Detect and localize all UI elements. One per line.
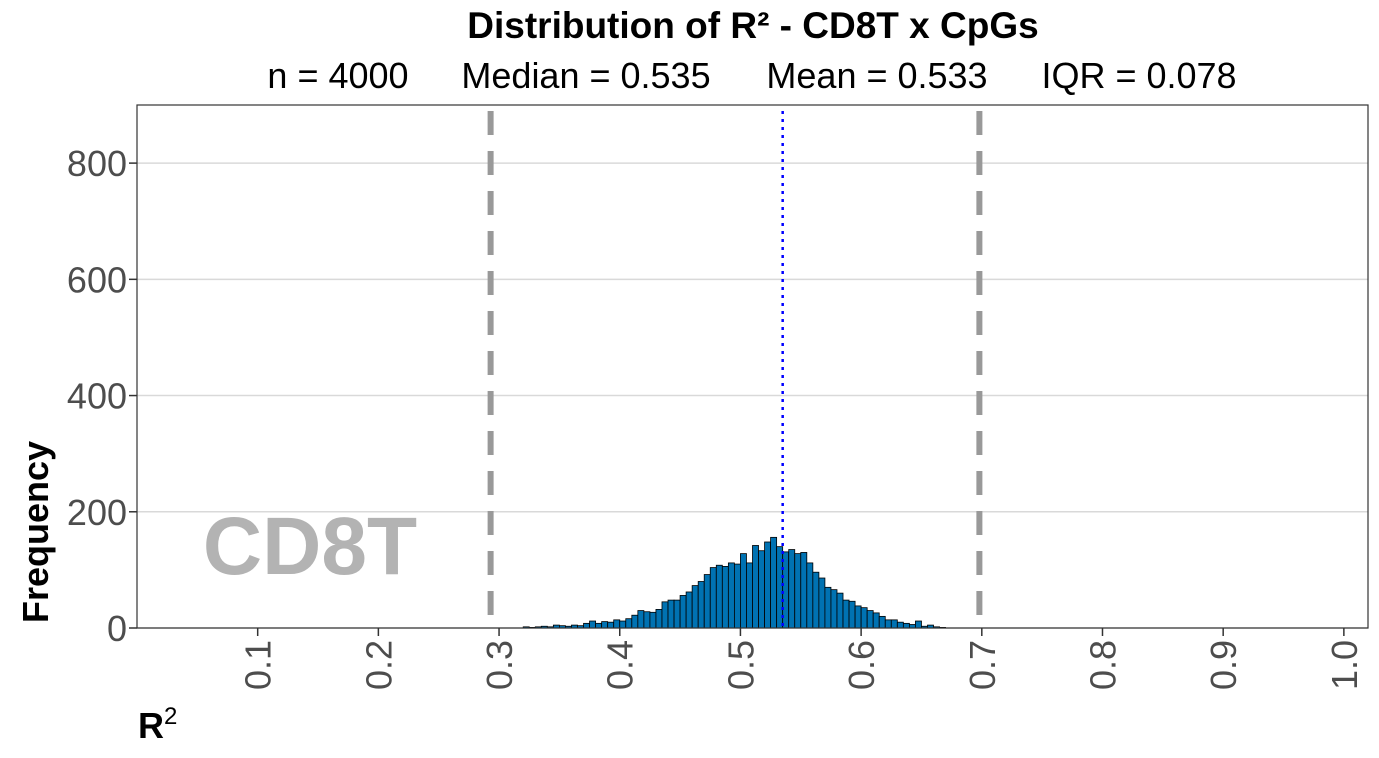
histogram-bar: [794, 553, 802, 629]
subtitle-n: n = 4000: [267, 55, 408, 96]
histogram-bar: [613, 619, 621, 629]
histogram-bar: [589, 620, 597, 629]
histogram-bar: [800, 552, 808, 629]
histogram-bar: [691, 585, 699, 629]
histogram-bar: [890, 619, 898, 629]
histogram-bar: [854, 605, 862, 629]
histogram-bar: [848, 600, 856, 629]
histogram-bar: [667, 599, 675, 629]
histogram-bar: [878, 615, 886, 629]
histogram-bar: [764, 541, 772, 629]
histogram-bar: [830, 589, 838, 629]
x-axis-label: R2: [138, 703, 177, 746]
histogram-bar: [770, 536, 778, 629]
histogram-bars: [522, 536, 946, 629]
histogram-bar: [806, 562, 814, 629]
histogram-bar: [679, 595, 687, 629]
y-tick-label: 800: [67, 143, 127, 184]
histogram-bar: [601, 621, 609, 629]
x-tick-label: 0.1: [238, 640, 279, 690]
histogram-bar: [583, 622, 590, 629]
y-tick-label: 200: [67, 492, 127, 533]
x-tick-label: 0.3: [479, 640, 520, 690]
subtitle-median: Median = 0.535: [461, 55, 710, 96]
x-axis-label-superscript: 2: [164, 703, 177, 730]
y-tick-label: 400: [67, 376, 127, 417]
histogram-bar: [709, 567, 717, 629]
histogram-bar: [607, 621, 615, 629]
x-axis: 0.1 0.2 0.3 0.4 0.5 0.6 0.7 0.8 0.9 1.0: [238, 628, 1365, 690]
histogram-bar: [631, 614, 639, 629]
histogram-bar: [818, 577, 826, 629]
y-tick-label: 600: [67, 259, 127, 300]
histogram-bar: [812, 571, 820, 629]
x-tick-label: 0.4: [600, 640, 641, 690]
x-tick-label: 0.9: [1203, 640, 1244, 690]
x-tick-label: 0.5: [720, 640, 761, 690]
histogram-bar: [788, 549, 796, 629]
chart-title: Distribution of R² - CD8T x CpGs: [467, 5, 1038, 46]
subtitle-mean: Mean = 0.533: [766, 55, 987, 96]
histogram-bar: [884, 619, 892, 629]
histogram-bar: [661, 601, 669, 629]
histogram-bar: [836, 592, 844, 629]
histogram-bar: [740, 553, 747, 629]
x-tick-label: 0.6: [841, 640, 882, 690]
histogram-bar: [824, 586, 832, 629]
histogram-bar: [915, 620, 922, 629]
x-axis-label-base: R: [138, 705, 164, 746]
x-tick-label: 0.7: [962, 640, 1003, 690]
histogram-bar: [860, 607, 868, 629]
histogram-bar: [727, 562, 735, 629]
x-tick-label: 1.0: [1324, 640, 1365, 690]
reference-lines: [487, 111, 983, 628]
histogram-bar: [655, 609, 663, 629]
histogram-bar: [673, 599, 681, 629]
x-tick-label: 0.2: [358, 640, 399, 690]
histogram-bar: [595, 622, 603, 629]
histogram-bar: [896, 621, 904, 629]
histogram-bar: [637, 610, 645, 629]
histogram-bar: [733, 563, 741, 629]
histogram-bar: [685, 591, 693, 629]
x-tick-label: 0.8: [1082, 640, 1123, 690]
histogram-bar: [697, 581, 705, 629]
histogram-bar: [752, 545, 759, 629]
subtitle-iqr: IQR = 0.078: [1041, 55, 1236, 96]
y-axis: 0 200 400 600 800: [67, 143, 137, 649]
watermark-label: CD8T: [203, 501, 417, 592]
y-axis-label: Frequency: [15, 441, 56, 623]
histogram-bar: [872, 612, 880, 629]
histogram-bar: [721, 566, 729, 629]
y-tick-label: 0: [107, 608, 127, 649]
histogram-bar: [866, 610, 874, 629]
histogram-bar: [643, 611, 651, 629]
plot-panel-border: [136, 104, 1369, 629]
histogram-bar: [619, 620, 627, 629]
histogram-bar: [625, 618, 633, 629]
histogram-bar: [703, 574, 711, 629]
histogram-bar: [758, 550, 765, 629]
histogram-bar: [902, 622, 910, 629]
histogram-bar: [746, 562, 753, 629]
histogram-bar: [715, 564, 723, 629]
histogram-bar: [842, 599, 850, 629]
histogram-bar: [649, 611, 657, 629]
